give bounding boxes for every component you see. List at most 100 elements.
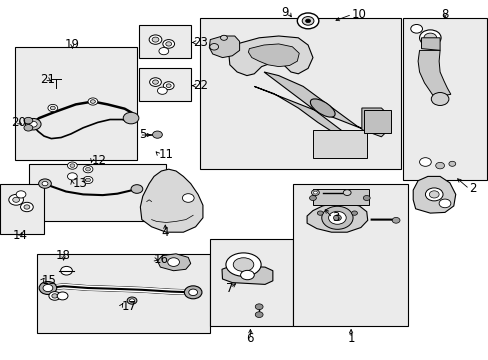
Text: 1: 1 (346, 332, 354, 345)
Text: 16: 16 (154, 253, 169, 266)
Circle shape (163, 40, 174, 48)
Circle shape (419, 30, 440, 46)
Circle shape (182, 194, 194, 202)
Circle shape (29, 121, 37, 127)
Text: 7: 7 (225, 282, 233, 294)
Circle shape (305, 19, 310, 23)
Text: 2: 2 (468, 183, 476, 195)
Circle shape (425, 188, 442, 201)
Circle shape (438, 199, 450, 208)
Circle shape (129, 299, 134, 302)
Circle shape (188, 289, 197, 296)
Polygon shape (222, 266, 272, 284)
Circle shape (149, 78, 161, 86)
Bar (139, 25, 190, 58)
Circle shape (166, 84, 171, 87)
Text: 17: 17 (121, 300, 136, 312)
Text: 12: 12 (92, 154, 107, 167)
Circle shape (20, 202, 33, 212)
Text: 22: 22 (193, 79, 208, 92)
Text: 23: 23 (193, 36, 207, 49)
Text: 8: 8 (440, 8, 448, 21)
Bar (139, 68, 190, 101)
Text: 19: 19 (65, 39, 80, 51)
Polygon shape (421, 38, 439, 50)
Circle shape (43, 284, 53, 292)
Text: 15: 15 (42, 274, 57, 287)
Circle shape (255, 312, 263, 318)
Circle shape (39, 179, 51, 188)
Bar (37, 254, 210, 333)
Bar (312, 130, 366, 158)
Circle shape (391, 217, 399, 223)
Circle shape (48, 104, 58, 112)
Circle shape (131, 185, 142, 193)
Circle shape (428, 191, 438, 198)
Text: 18: 18 (56, 249, 71, 262)
Circle shape (149, 35, 162, 44)
Circle shape (321, 206, 352, 229)
Text: 13: 13 (72, 177, 87, 190)
Circle shape (351, 211, 357, 215)
Circle shape (220, 35, 227, 40)
Circle shape (309, 195, 316, 201)
Circle shape (317, 211, 323, 215)
Circle shape (57, 292, 68, 300)
Circle shape (333, 215, 341, 221)
Circle shape (25, 118, 41, 130)
Circle shape (302, 17, 313, 25)
Polygon shape (306, 203, 367, 232)
Text: 3: 3 (332, 211, 339, 224)
Circle shape (363, 195, 369, 201)
Ellipse shape (233, 258, 253, 271)
Circle shape (255, 304, 263, 310)
Circle shape (13, 197, 20, 202)
Text: 11: 11 (159, 148, 174, 161)
Bar (200, 18, 400, 169)
Circle shape (9, 194, 23, 205)
Polygon shape (361, 108, 388, 137)
Polygon shape (209, 36, 239, 58)
Polygon shape (228, 36, 312, 76)
Circle shape (24, 125, 33, 131)
Ellipse shape (310, 99, 334, 117)
Circle shape (88, 98, 98, 105)
Circle shape (24, 205, 30, 209)
Circle shape (209, 44, 218, 50)
Polygon shape (412, 176, 455, 213)
Bar (293, 184, 407, 326)
Circle shape (85, 167, 90, 171)
Circle shape (163, 82, 174, 90)
Circle shape (430, 93, 448, 105)
Bar (15, 47, 137, 160)
Text: 14: 14 (13, 229, 28, 242)
Text: 21: 21 (41, 73, 55, 86)
Circle shape (24, 117, 33, 124)
Text: 4: 4 (161, 226, 169, 239)
Bar (403, 18, 486, 180)
Polygon shape (140, 169, 203, 232)
Ellipse shape (225, 253, 261, 276)
Circle shape (61, 266, 72, 275)
Circle shape (16, 191, 26, 198)
Bar (364, 110, 390, 133)
Circle shape (167, 258, 179, 266)
Polygon shape (254, 72, 364, 148)
Circle shape (157, 87, 167, 94)
Circle shape (159, 48, 168, 55)
Circle shape (297, 13, 318, 29)
Circle shape (67, 162, 77, 169)
Circle shape (123, 112, 139, 124)
Circle shape (435, 162, 444, 169)
Circle shape (83, 176, 93, 184)
Text: 9: 9 (281, 6, 288, 19)
Circle shape (85, 178, 90, 182)
Circle shape (39, 282, 57, 294)
Circle shape (343, 190, 350, 195)
Circle shape (328, 211, 346, 224)
Circle shape (419, 158, 430, 166)
Circle shape (152, 37, 159, 42)
Ellipse shape (240, 270, 254, 280)
Circle shape (152, 131, 162, 138)
Bar (210, 239, 293, 326)
